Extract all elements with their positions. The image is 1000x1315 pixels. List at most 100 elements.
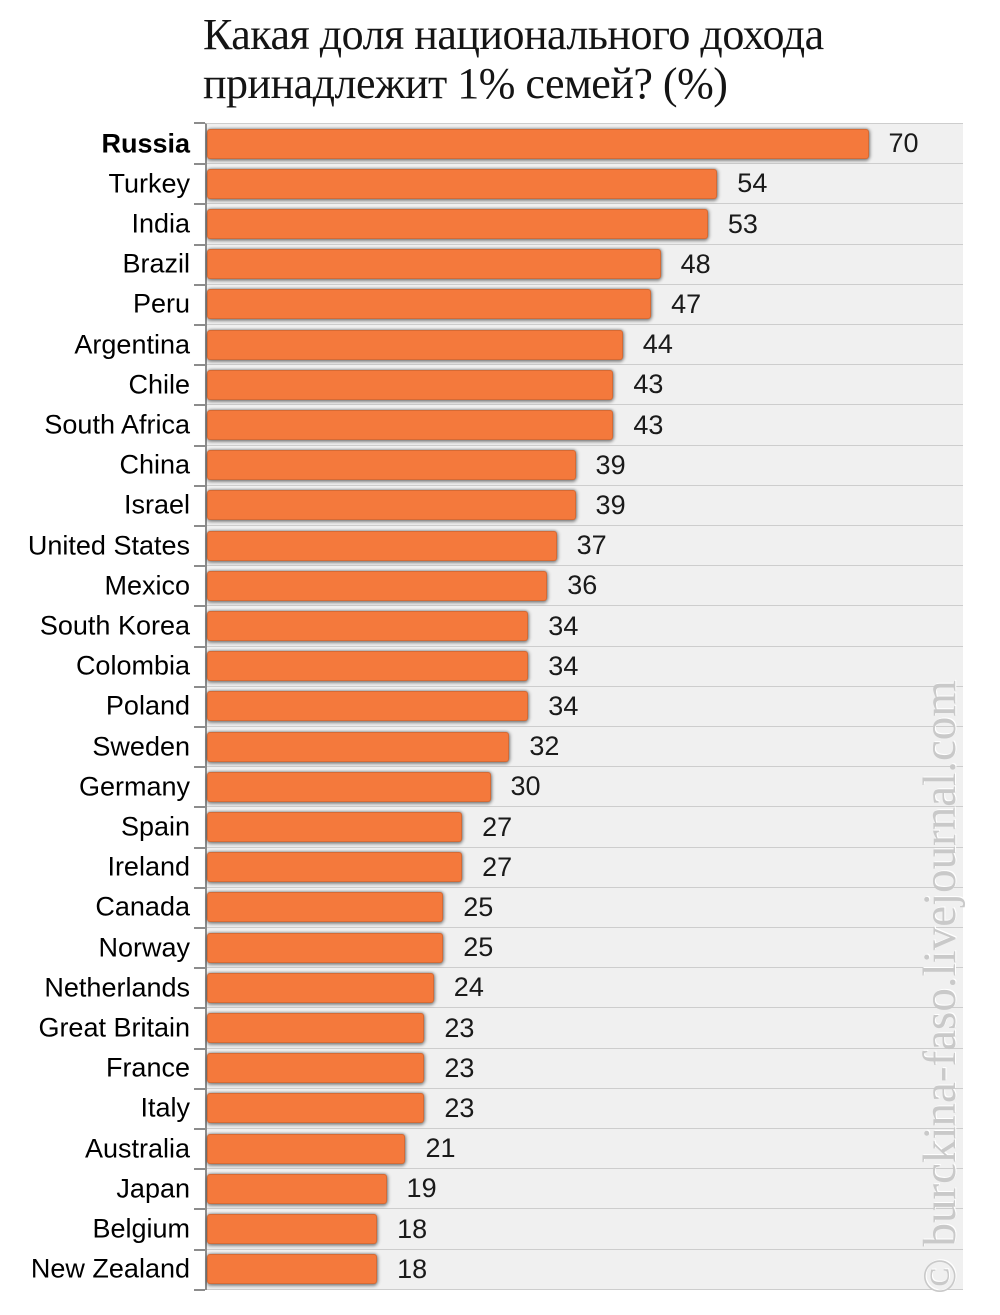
- value-label: 23: [444, 1012, 475, 1043]
- bar: [207, 209, 708, 239]
- bar-row: Mexico 36: [104, 566, 963, 608]
- bar: [207, 410, 614, 441]
- bar: [207, 1013, 425, 1044]
- value-label: 34: [548, 650, 579, 681]
- value-label: 34: [548, 610, 579, 641]
- bar: [207, 731, 510, 762]
- bar-row: Italy 23: [140, 1089, 963, 1131]
- value-label: 23: [444, 1092, 475, 1123]
- value-label: 25: [463, 932, 494, 963]
- bar-row: Netherlands 24: [44, 968, 963, 1010]
- category-label: Israel: [123, 489, 190, 520]
- bar-row: Argentina 44: [74, 325, 963, 367]
- category-label: Colombia: [75, 650, 190, 681]
- bar: [207, 972, 434, 1003]
- bar-row: Spain 27: [121, 807, 963, 849]
- value-label: 19: [406, 1173, 437, 1204]
- bar: [207, 812, 463, 843]
- chart-title: Какая доля национального дохода принадлеж…: [203, 10, 824, 108]
- bar-row: Canada 25: [95, 888, 963, 930]
- category-label: Ireland: [107, 851, 190, 882]
- bar-row: Chile 43: [128, 365, 963, 407]
- value-label: 23: [444, 1052, 475, 1083]
- bar-row: Russia 70: [101, 121, 963, 166]
- bar: [207, 651, 529, 682]
- value-label: 43: [633, 409, 664, 440]
- bar-row: South Africa 43: [44, 405, 963, 447]
- bar: [207, 1133, 406, 1164]
- category-label: Argentina: [74, 329, 190, 360]
- bar-row: Norway 25: [98, 928, 963, 970]
- value-label: 54: [737, 168, 768, 199]
- bar: [207, 932, 444, 963]
- value-label: 43: [633, 369, 664, 400]
- category-label: Germany: [78, 771, 190, 802]
- bar-row: Great Britain 23: [38, 1008, 963, 1050]
- value-label: 39: [595, 489, 626, 520]
- bar: [207, 691, 529, 722]
- value-label: 34: [548, 690, 579, 721]
- bar: [207, 1053, 425, 1084]
- bar: [207, 168, 718, 199]
- category-label: Canada: [95, 891, 190, 922]
- bar-row: Colombia 34: [76, 647, 963, 689]
- value-label: 30: [510, 771, 541, 802]
- bar-row: Israel 39: [124, 486, 963, 528]
- value-label: 39: [595, 449, 626, 480]
- bar: [207, 128, 869, 159]
- bar: [207, 852, 463, 883]
- bar-row: United States 37: [28, 526, 963, 568]
- bar: [207, 1173, 387, 1204]
- bar-row: Brazil 48: [122, 245, 963, 287]
- bar-row: Poland 34: [106, 687, 963, 729]
- category-label: United States: [27, 530, 190, 561]
- category-label: Chile: [128, 369, 190, 400]
- bar-row: Japan 19: [116, 1169, 963, 1211]
- bar: [207, 1254, 378, 1285]
- bar-row: Sweden 32: [92, 727, 963, 769]
- category-label: New Zealand: [30, 1253, 190, 1284]
- bar-row: Belgium 18: [92, 1209, 963, 1251]
- bar: [207, 611, 529, 642]
- bar: [207, 329, 623, 360]
- value-label: 70: [888, 128, 919, 159]
- value-label: 18: [397, 1213, 428, 1244]
- value-label: 25: [463, 891, 494, 922]
- bar-row: Peru 47: [133, 285, 963, 327]
- bar-row: Germany 30: [79, 767, 963, 809]
- chart-title-line-2: принадлежит 1% семей? (%): [203, 59, 728, 108]
- category-label: Australia: [84, 1133, 190, 1164]
- category-label: Turkey: [108, 168, 190, 199]
- category-label: Great Britain: [38, 1012, 190, 1043]
- category-label: Norway: [98, 932, 190, 963]
- value-label: 53: [727, 208, 758, 239]
- value-label: 48: [680, 248, 711, 279]
- bar: [207, 892, 444, 923]
- category-label: South Africa: [44, 409, 190, 440]
- bar-row: France 23: [106, 1049, 963, 1091]
- chart-title-line-1: Какая доля национального дохода: [203, 10, 824, 59]
- bar: [207, 1214, 378, 1245]
- category-label: Japan: [116, 1173, 190, 1204]
- bar: [207, 1093, 425, 1124]
- bar: [207, 570, 548, 601]
- bar: [207, 249, 661, 280]
- bar-row: India 53: [131, 204, 963, 246]
- category-label: Brazil: [122, 248, 190, 279]
- bar-row: Ireland 27: [107, 848, 963, 890]
- category-label: Poland: [105, 690, 190, 721]
- category-label: India: [131, 208, 190, 239]
- category-label: China: [119, 449, 190, 480]
- category-label: Belgium: [92, 1213, 190, 1244]
- value-label: 32: [529, 731, 560, 762]
- watermark: © burckina-faso.livejournal.com: [914, 680, 966, 1294]
- value-label: 37: [576, 530, 607, 561]
- category-label: South Korea: [39, 610, 190, 641]
- bar: [207, 490, 576, 521]
- bar-row: Turkey 54: [108, 164, 963, 206]
- category-label: Peru: [132, 288, 190, 319]
- bar: [207, 530, 557, 561]
- value-label: 21: [425, 1133, 456, 1164]
- bar: [207, 369, 614, 400]
- plot-area: Russia 70 Turkey 54 India 53 Brazil 48 Peru 47 Arg…: [28, 121, 963, 1292]
